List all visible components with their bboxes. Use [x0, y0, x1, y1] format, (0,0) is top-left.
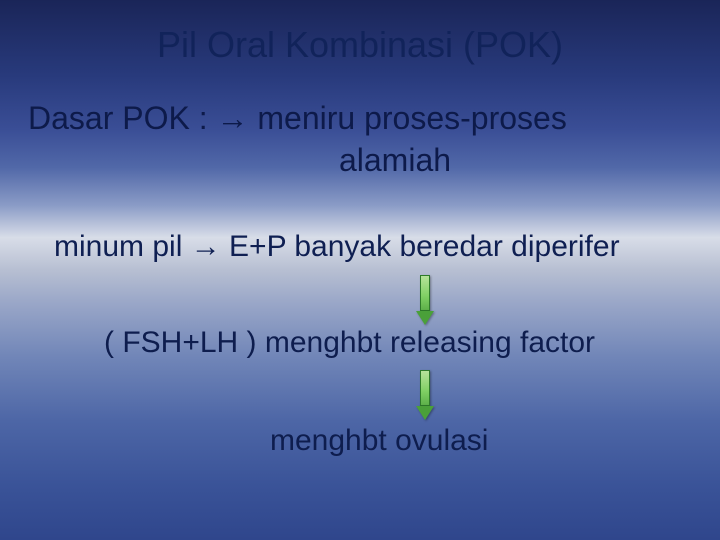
- dasar-prefix: Dasar POK :: [28, 100, 217, 136]
- line-fsh: ( FSH+LH ) menghbt releasing factor: [104, 326, 692, 360]
- arrow-right-icon: →: [191, 230, 221, 263]
- slide: Pil Oral Kombinasi (POK) Dasar POK : → m…: [0, 0, 720, 540]
- line-ovulasi: menghbt ovulasi: [270, 424, 488, 458]
- line-minum: minum pil → E+P banyak beredar diperifer: [54, 230, 692, 264]
- arrow-down-icon: [416, 275, 434, 325]
- minum-prefix: minum pil: [54, 230, 191, 263]
- line-alamiah: alamiah: [0, 142, 720, 179]
- minum-rest: E+P banyak beredar diperifer: [221, 230, 620, 263]
- slide-title: Pil Oral Kombinasi (POK): [0, 24, 720, 66]
- arrow-down-icon: [416, 370, 434, 420]
- arrow-right-icon: →: [217, 100, 249, 136]
- dasar-rest: meniru proses-proses: [249, 100, 567, 136]
- line-dasar: Dasar POK : → meniru proses-proses: [28, 100, 692, 137]
